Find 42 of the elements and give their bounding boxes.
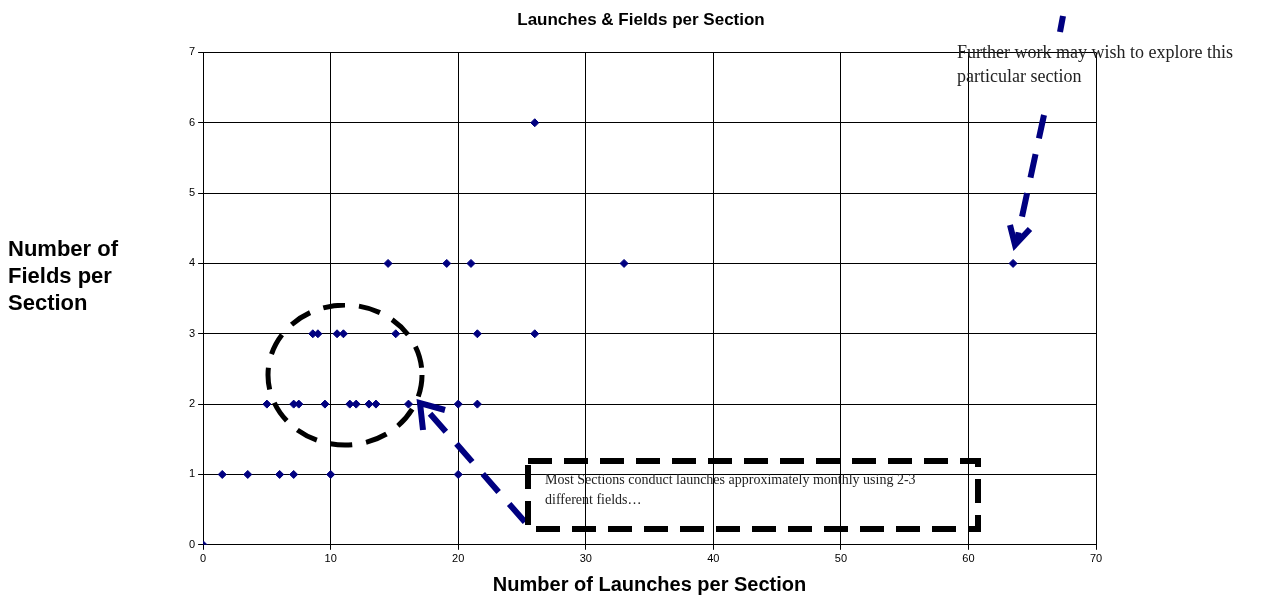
- x-tick-label: 20: [452, 552, 465, 565]
- y-axis-title: Number of Fields per Section: [8, 235, 119, 316]
- x-tick-label: 40: [707, 552, 720, 565]
- point: [332, 329, 342, 339]
- y-tick-label: 7: [188, 45, 196, 58]
- point: [262, 399, 272, 409]
- point: [326, 469, 336, 479]
- point: [217, 469, 227, 479]
- point: [391, 329, 401, 339]
- point: [466, 258, 476, 268]
- point: [275, 469, 285, 479]
- point: [243, 469, 253, 479]
- chart-title: Launches & Fields per Section: [517, 9, 765, 29]
- point: [530, 329, 540, 339]
- point: [472, 399, 482, 409]
- point: [1008, 258, 1018, 268]
- y-tick-label: 1: [188, 467, 196, 480]
- y-tick-label: 3: [188, 326, 196, 339]
- point: [364, 399, 374, 409]
- point: [442, 258, 452, 268]
- point: [453, 469, 463, 479]
- x-tick-label: 30: [579, 552, 592, 565]
- point: [403, 399, 413, 409]
- x-tick-label: 0: [200, 552, 207, 565]
- x-tick-label: 70: [1089, 552, 1103, 565]
- point: [383, 258, 393, 268]
- point: [289, 469, 299, 479]
- y-tick-label: 4: [188, 256, 196, 269]
- y-tick-label: 2: [188, 397, 196, 410]
- x-tick-label: 60: [962, 552, 975, 565]
- y-tick-label: 0: [188, 537, 196, 550]
- point: [472, 329, 482, 339]
- x-axis-title: Number of Launches per Section: [492, 572, 807, 595]
- y-tick-label: 6: [188, 115, 196, 128]
- point: [453, 399, 463, 409]
- y-tick-label: 5: [188, 186, 196, 199]
- point: [371, 399, 381, 409]
- x-tick-label: 50: [834, 552, 848, 565]
- point: [619, 258, 629, 268]
- point: [530, 118, 540, 128]
- point: [320, 399, 330, 409]
- x-tick-label: 10: [324, 552, 337, 565]
